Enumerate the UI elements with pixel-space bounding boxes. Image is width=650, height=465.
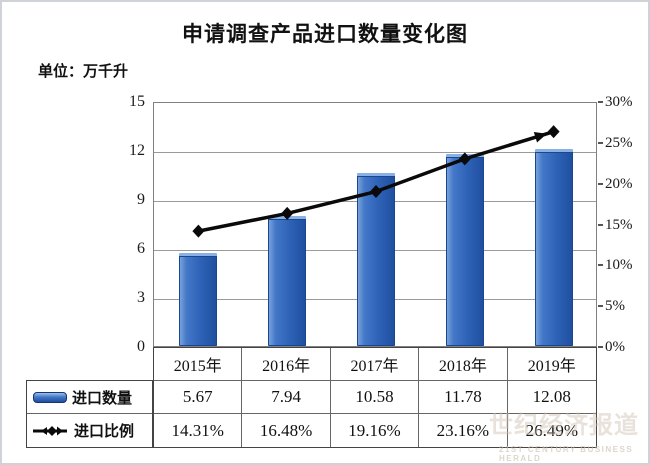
unit-label: 单位：万千升 bbox=[38, 63, 129, 80]
bar bbox=[357, 173, 395, 346]
data-table: 2015年 2016年 2017年 2018年 2019年 5.67 7.94 10.58 11… bbox=[153, 347, 597, 448]
table-value-cell: 14.31% bbox=[154, 414, 243, 447]
line-point-marker bbox=[458, 152, 471, 166]
right-axis-tick bbox=[598, 264, 603, 267]
right-axis-tick-label: 0% bbox=[605, 339, 625, 355]
year-header-cell: 2016年 bbox=[242, 348, 331, 381]
table-value-cell: 12.08 bbox=[507, 381, 596, 414]
grid-line bbox=[154, 152, 596, 153]
chart-title: 申请调查产品进口数量变化图 bbox=[182, 23, 468, 46]
bar bbox=[445, 153, 484, 346]
left-axis-tick-label: 9 bbox=[137, 191, 145, 208]
right-axis-tick-label: 10% bbox=[605, 257, 633, 274]
legend-row-quantity: 进口数量 bbox=[27, 381, 152, 414]
right-axis-tick-label: 30% bbox=[605, 94, 633, 110]
legend-label-ratio: 进口比例 bbox=[74, 424, 135, 440]
right-axis-tick bbox=[598, 141, 603, 144]
year-header-cell: 2017年 bbox=[330, 348, 420, 381]
right-axis-tick-label: 15% bbox=[605, 216, 633, 233]
right-axis-tick-label: 5% bbox=[605, 298, 625, 315]
left-axis-tick-label: 0 bbox=[137, 338, 145, 355]
table-value-cell: 19.16% bbox=[331, 414, 420, 447]
right-axis-tick bbox=[598, 223, 603, 226]
line-point-marker bbox=[547, 125, 560, 139]
year-header-cell: 2019年 bbox=[507, 348, 596, 381]
right-axis-tick bbox=[598, 182, 603, 185]
table-value-cell: 10.58 bbox=[330, 381, 420, 414]
right-axis-tick-label: 25% bbox=[605, 134, 633, 151]
table-value-cell: 23.16% bbox=[419, 414, 508, 447]
line-point-marker bbox=[370, 185, 382, 199]
year-header-cell: 2015年 bbox=[154, 348, 243, 381]
line-series bbox=[192, 125, 560, 238]
right-axis-tick bbox=[598, 305, 603, 308]
line-arrow-swatch-icon bbox=[33, 425, 67, 436]
left-axis-tick-label: 6 bbox=[137, 240, 145, 257]
table-value-cell: 16.48% bbox=[242, 414, 331, 447]
right-axis-tick bbox=[598, 346, 603, 348]
year-header-cell: 2018年 bbox=[419, 348, 508, 381]
table-value-cell: 11.78 bbox=[419, 381, 508, 414]
bar bbox=[179, 253, 218, 346]
bar bbox=[534, 148, 573, 346]
line-point-marker bbox=[192, 224, 205, 238]
left-axis-tick-label: 3 bbox=[137, 289, 145, 306]
table-value-cell: 26.49% bbox=[525, 420, 578, 440]
table-value-cell: 7.94 bbox=[242, 381, 331, 414]
legend-row-ratio: 进口比例 bbox=[27, 414, 152, 447]
legend-label-quantity: 进口数量 bbox=[72, 390, 133, 407]
line-point-marker bbox=[281, 206, 294, 220]
ratio-line bbox=[198, 129, 555, 233]
left-axis-tick-label: 15 bbox=[129, 93, 145, 110]
bar bbox=[268, 216, 307, 346]
bar-swatch-icon bbox=[33, 391, 67, 403]
legend-box: 进口数量 进口比例 bbox=[26, 380, 153, 448]
plot-area bbox=[153, 102, 597, 347]
right-axis-tick bbox=[598, 101, 603, 103]
right-axis-tick-label: 20% bbox=[605, 175, 633, 192]
line-arrowhead bbox=[533, 131, 547, 143]
left-axis-tick-label: 12 bbox=[129, 142, 145, 159]
table-value-cell: 5.67 bbox=[154, 381, 243, 414]
